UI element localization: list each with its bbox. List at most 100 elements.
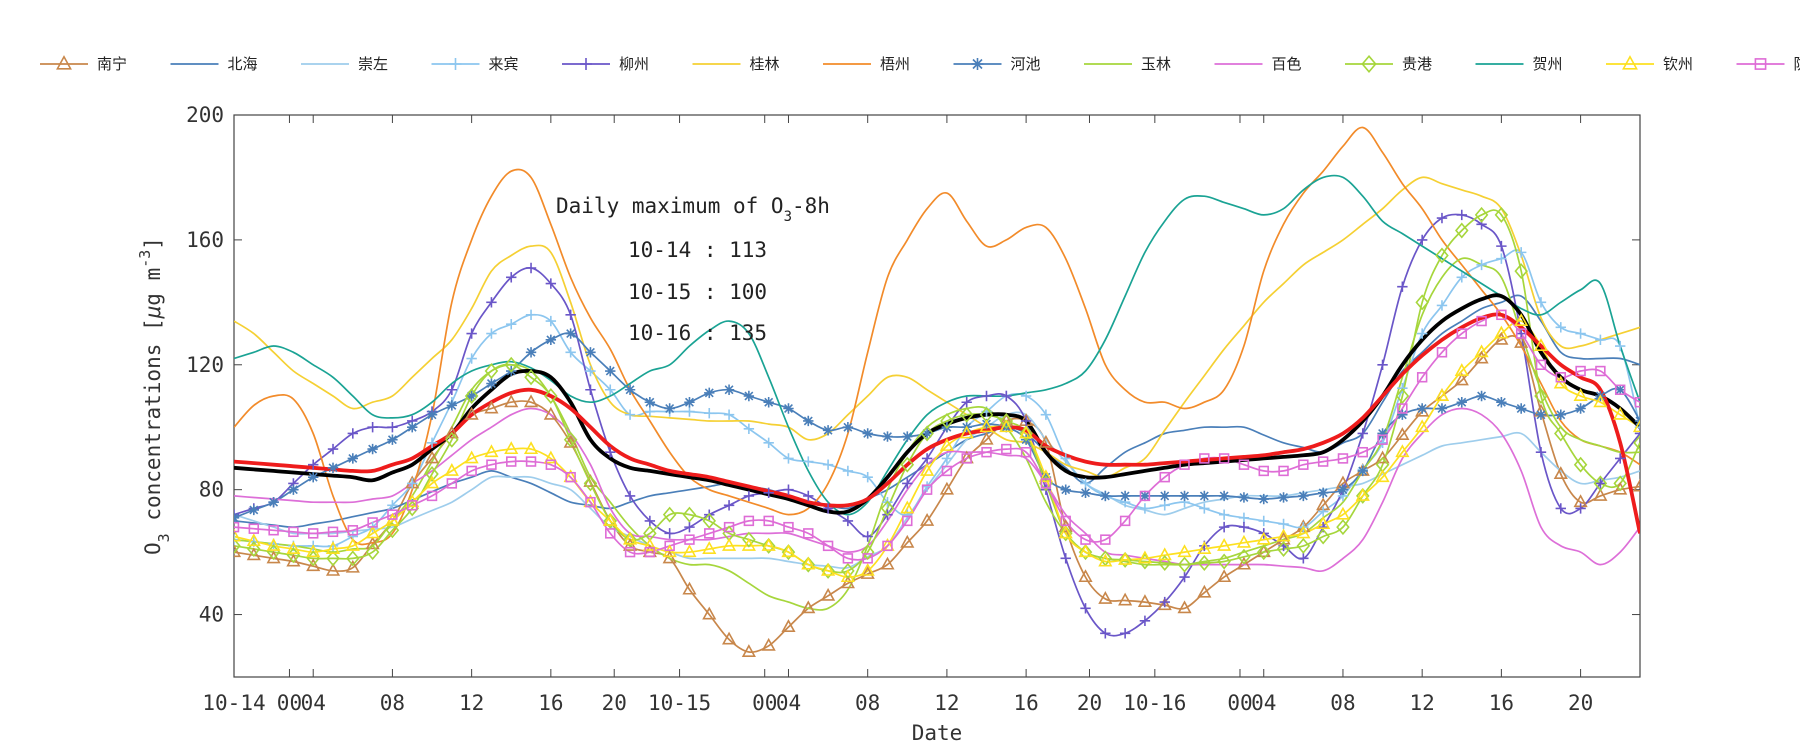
data-point-triangle bbox=[365, 525, 380, 539]
data-point-star bbox=[605, 365, 616, 377]
data-point-square bbox=[466, 465, 477, 477]
data-point-diamond bbox=[999, 412, 1014, 429]
data-point-star bbox=[1159, 490, 1170, 502]
series-line-崇左 bbox=[234, 411, 1640, 570]
data-point-plus bbox=[1615, 453, 1626, 464]
data-point-diamond bbox=[1237, 548, 1251, 565]
data-point-triangle bbox=[880, 556, 895, 570]
data-point-plus bbox=[1139, 615, 1151, 626]
data-point-plus bbox=[684, 406, 695, 417]
data-point-triangle bbox=[1553, 466, 1568, 480]
legend-item: 贵港 bbox=[1345, 54, 1432, 74]
data-point-triangle bbox=[1395, 427, 1410, 440]
data-point-triangle bbox=[1197, 541, 1212, 554]
data-point-diamond bbox=[1474, 206, 1489, 223]
x-tick-label: 08 bbox=[1330, 691, 1355, 715]
data-point-triangle bbox=[1157, 597, 1172, 611]
data-point-diamond bbox=[484, 363, 499, 380]
data-point-triangle bbox=[1256, 544, 1271, 558]
data-point-triangle bbox=[622, 537, 638, 551]
data-point-star bbox=[327, 462, 339, 474]
data-point-triangle bbox=[1118, 592, 1133, 606]
data-point-triangle bbox=[1434, 388, 1450, 401]
x-tick-label: 08 bbox=[380, 691, 405, 715]
data-point-star bbox=[1218, 490, 1230, 502]
x-tick-label: 12 bbox=[459, 691, 484, 715]
legend-item: 玉林 bbox=[1084, 55, 1171, 73]
data-point-square bbox=[506, 456, 517, 467]
data-point-triangle bbox=[543, 406, 558, 420]
data-point-triangle bbox=[1177, 600, 1192, 614]
data-point-plus bbox=[664, 528, 675, 539]
legend-item: 贺州 bbox=[1475, 55, 1563, 73]
data-point-plus bbox=[1416, 328, 1428, 339]
legend-item: 防城港 bbox=[1736, 55, 1800, 73]
y-tick-label: 80 bbox=[199, 478, 224, 502]
data-point-plus bbox=[783, 453, 794, 464]
legend-label: 崇左 bbox=[358, 55, 388, 73]
data-point-triangle bbox=[444, 425, 459, 439]
data-point-triangle bbox=[702, 541, 717, 554]
annotation-line-1: 10-14 : 113 bbox=[628, 238, 767, 262]
data-point-star bbox=[426, 409, 438, 420]
data-point-square bbox=[763, 515, 774, 527]
data-point-triangle bbox=[56, 55, 72, 70]
data-point-star bbox=[1119, 490, 1131, 502]
data-point-triangle bbox=[1335, 506, 1351, 520]
legend-item: 百色 bbox=[1214, 55, 1302, 73]
data-point-star bbox=[1615, 384, 1626, 395]
data-point-triangle bbox=[266, 550, 281, 564]
data-point-diamond bbox=[1593, 475, 1608, 492]
data-point-triangle bbox=[1454, 372, 1469, 386]
data-point-star bbox=[525, 347, 537, 358]
data-point-triangle bbox=[1038, 434, 1053, 448]
data-point-star bbox=[971, 58, 984, 70]
data-point-plus bbox=[1436, 212, 1448, 224]
data-point-triangle bbox=[761, 637, 776, 651]
data-point-square bbox=[1218, 453, 1230, 464]
data-point-star bbox=[1100, 490, 1111, 502]
data-point-square bbox=[1377, 434, 1388, 445]
data-point-diamond bbox=[1316, 528, 1330, 545]
data-point-plus bbox=[525, 309, 537, 321]
data-point-diamond bbox=[1019, 425, 1033, 442]
data-point-plus bbox=[644, 406, 656, 417]
data-point-diamond bbox=[1494, 206, 1509, 223]
y-label-mid: concentrations [ bbox=[141, 318, 165, 533]
data-point-square bbox=[1416, 372, 1428, 383]
data-point-diamond bbox=[1534, 388, 1548, 404]
data-point-square bbox=[743, 515, 755, 527]
x-tick-label: 16 bbox=[1013, 691, 1038, 715]
data-point-triangle bbox=[1613, 406, 1628, 420]
data-point-plus bbox=[1238, 521, 1250, 533]
data-point-triangle bbox=[1276, 528, 1291, 542]
data-point-square bbox=[585, 496, 596, 508]
data-point-triangle bbox=[1474, 344, 1489, 358]
data-point-plus bbox=[1397, 281, 1408, 292]
data-point-square bbox=[307, 528, 319, 539]
x-tick-label: 12 bbox=[1410, 691, 1435, 715]
x-tick-label: 00 bbox=[752, 691, 777, 715]
data-point-triangle bbox=[781, 619, 796, 633]
data-point-star bbox=[902, 431, 913, 442]
data-point-star bbox=[545, 334, 557, 345]
data-point-diamond bbox=[464, 388, 479, 404]
data-point-triangle bbox=[860, 566, 875, 579]
data-point-square bbox=[1317, 456, 1329, 467]
legend-item: 桂林 bbox=[692, 55, 780, 73]
data-point-plus bbox=[1199, 503, 1210, 514]
data-point-diamond bbox=[662, 506, 677, 523]
data-point-square bbox=[545, 459, 557, 470]
data-point-square bbox=[486, 459, 497, 470]
data-point-triangle bbox=[484, 444, 499, 458]
data-point-square bbox=[882, 540, 893, 552]
data-point-triangle bbox=[306, 544, 321, 558]
data-point-triangle bbox=[325, 562, 341, 576]
data-point-star bbox=[347, 453, 359, 464]
y-axis-label: O3 concentrations [μg m-3] bbox=[136, 237, 173, 555]
data-point-square bbox=[842, 553, 854, 564]
data-point-square bbox=[367, 517, 378, 528]
data-point-plus bbox=[1634, 428, 1640, 439]
data-point-star bbox=[387, 434, 398, 445]
data-point-square bbox=[723, 521, 735, 533]
